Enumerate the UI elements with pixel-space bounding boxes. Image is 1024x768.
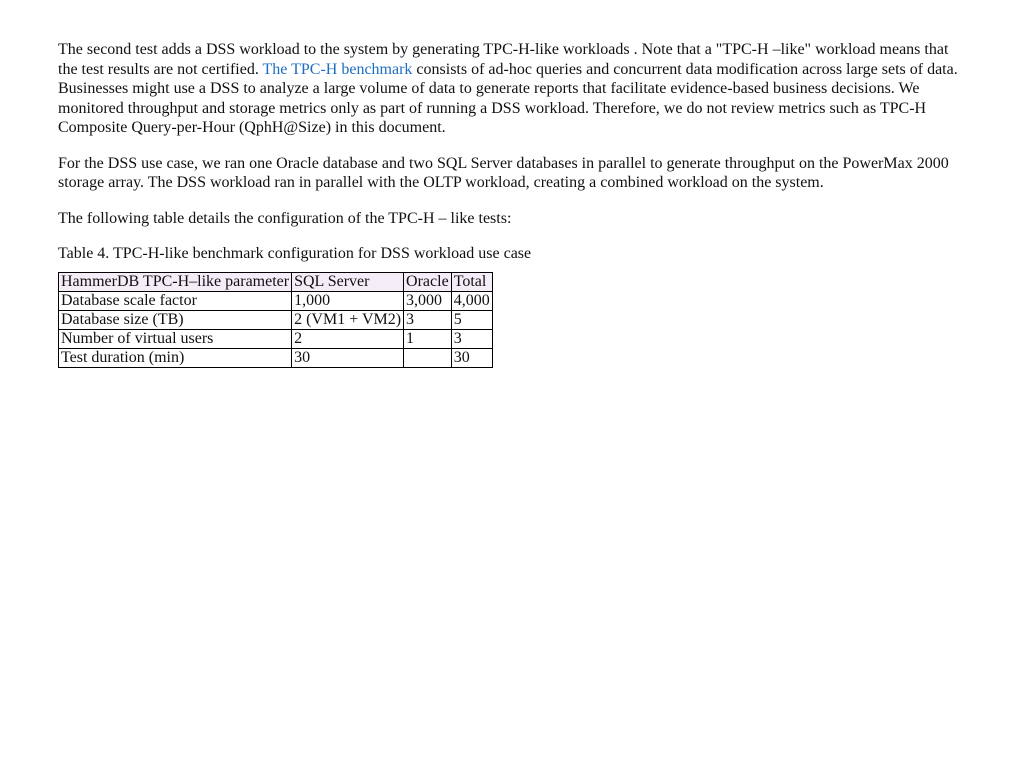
col-header-parameter: HammerDB TPC-H–like parameter (59, 272, 292, 291)
col-header-oracle: Oracle (404, 272, 452, 291)
cell-sqlserver: 30 (292, 348, 404, 367)
cell-oracle: 1 (404, 329, 452, 348)
cell-total: 30 (451, 348, 492, 367)
cell-param: Number of virtual users (59, 329, 292, 348)
col-header-total: Total (451, 272, 492, 291)
document-page: The second test adds a DSS workload to t… (0, 0, 1024, 368)
cell-total: 5 (451, 310, 492, 329)
cell-oracle: 3 (404, 310, 452, 329)
cell-sqlserver: 2 (292, 329, 404, 348)
tpch-config-table: HammerDB TPC-H–like parameter SQL Server… (58, 272, 493, 368)
paragraph-table-intro: The following table details the configur… (58, 209, 966, 229)
tpch-benchmark-link[interactable]: The TPC-H benchmark (263, 61, 413, 78)
paragraph-dss-usecase: For the DSS use case, we ran one Oracle … (58, 154, 966, 193)
table-row: Database size (TB) 2 (VM1 + VM2) 3 5 (59, 310, 493, 329)
table-header-row: HammerDB TPC-H–like parameter SQL Server… (59, 272, 493, 291)
table-row: Number of virtual users 2 1 3 (59, 329, 493, 348)
cell-total: 4,000 (451, 291, 492, 310)
cell-param: Database size (TB) (59, 310, 292, 329)
table-caption: Table 4. TPC-H-like benchmark configurat… (58, 244, 966, 264)
table-row: Database scale factor 1,000 3,000 4,000 (59, 291, 493, 310)
col-header-sqlserver: SQL Server (292, 272, 404, 291)
cell-param: Test duration (min) (59, 348, 292, 367)
cell-param: Database scale factor (59, 291, 292, 310)
paragraph-intro: The second test adds a DSS workload to t… (58, 40, 966, 138)
cell-oracle (404, 348, 452, 367)
cell-sqlserver: 1,000 (292, 291, 404, 310)
table-row: Test duration (min) 30 30 (59, 348, 493, 367)
cell-oracle: 3,000 (404, 291, 452, 310)
cell-total: 3 (451, 329, 492, 348)
cell-sqlserver: 2 (VM1 + VM2) (292, 310, 404, 329)
